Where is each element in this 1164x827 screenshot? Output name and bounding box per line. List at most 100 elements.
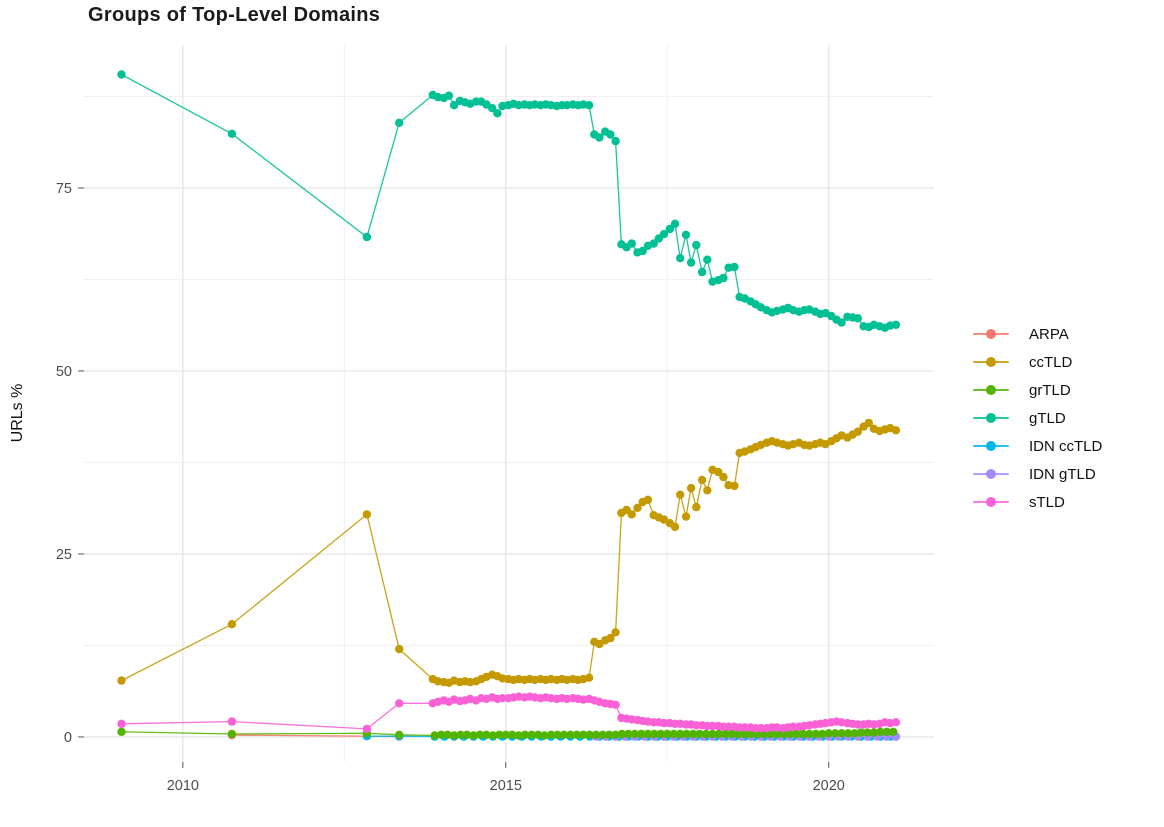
data-point (669, 729, 678, 739)
data-point (703, 486, 712, 495)
data-point (395, 699, 404, 708)
y-axis-tick-label: 75 (56, 181, 72, 197)
data-point (117, 719, 126, 728)
data-point (584, 673, 594, 682)
data-point (585, 730, 594, 739)
legend-key-icon (973, 436, 1009, 456)
y-axis-tick-label: 50 (56, 364, 72, 380)
data-point (701, 729, 711, 739)
data-point (611, 136, 620, 146)
data-point (595, 133, 604, 142)
data-point (730, 481, 739, 491)
legend-key-icon (973, 352, 1009, 372)
data-point (227, 129, 237, 138)
y-axis-tick-label: 25 (56, 547, 72, 563)
data-point (627, 510, 636, 519)
data-point (688, 729, 698, 739)
data-point (540, 731, 549, 740)
data-point (756, 724, 766, 733)
data-point (708, 721, 717, 731)
data-point (611, 730, 620, 739)
data-point (727, 729, 736, 739)
legend-label: ARPA (1029, 325, 1069, 343)
data-point (831, 729, 840, 738)
series-ccTLD (117, 418, 901, 687)
data-point (633, 503, 642, 512)
data-point (462, 730, 472, 739)
axes: 0 25 50 75 2010 2015 2020 (56, 181, 845, 794)
data-point (818, 729, 827, 739)
data-point (553, 730, 562, 739)
data-point (740, 729, 749, 739)
data-point (501, 730, 510, 739)
data-point (227, 620, 237, 629)
series-grTLD (117, 727, 898, 740)
series-sTLD (117, 692, 901, 734)
data-point (692, 721, 701, 730)
data-point (891, 426, 901, 435)
data-point (598, 730, 607, 739)
chart-title: Groups of Top-Level Domains (88, 4, 381, 26)
data-point (117, 727, 126, 736)
data-point (730, 262, 739, 272)
data-point (811, 729, 820, 739)
data-point (682, 729, 691, 739)
data-point (882, 727, 891, 736)
data-point (482, 730, 491, 739)
data-point (495, 730, 504, 739)
data-point (572, 730, 581, 739)
data-point (853, 427, 862, 436)
data-point (559, 730, 569, 739)
data-point (721, 729, 730, 739)
data-point (649, 239, 658, 248)
legend-label: IDN ccTLD (1029, 437, 1103, 455)
data-point (663, 729, 672, 739)
data-point (789, 722, 798, 731)
data-point (889, 727, 898, 736)
data-point (843, 729, 853, 738)
data-point (395, 730, 404, 739)
data-point (697, 475, 707, 485)
data-point (637, 729, 646, 739)
data-point (627, 239, 636, 248)
data-point (681, 512, 691, 521)
legend-item-stld: sTLD (973, 488, 1102, 516)
data-point (665, 224, 674, 234)
data-point (692, 502, 701, 512)
legend-item-gtld: gTLD (973, 404, 1102, 432)
x-axis-tick-label: 2015 (490, 778, 522, 794)
data-point (891, 320, 901, 329)
data-point (670, 219, 680, 228)
data-point (772, 729, 782, 739)
data-point (498, 694, 507, 703)
data-point (643, 729, 653, 739)
data-point (864, 418, 873, 428)
legend-key-icon (973, 408, 1009, 428)
data-point (514, 731, 523, 740)
data-point (449, 101, 459, 110)
data-point (656, 729, 665, 739)
data-point (695, 729, 704, 739)
data-point (824, 729, 833, 738)
data-point (449, 731, 459, 740)
legend-item-idn-cctld: IDN ccTLD (973, 432, 1102, 460)
data-point (395, 118, 404, 128)
data-point (708, 729, 717, 739)
legend-label: IDN gTLD (1029, 465, 1096, 483)
data-point (792, 729, 801, 739)
data-point (805, 729, 814, 739)
data-point (488, 104, 497, 113)
data-point (747, 729, 756, 739)
data-point (785, 729, 795, 739)
grid-minor (84, 45, 934, 762)
legend-item-grtld: grTLD (973, 376, 1102, 404)
data-point (681, 230, 691, 239)
legend-label: gTLD (1029, 409, 1066, 427)
legend-label: ccTLD (1029, 353, 1073, 371)
data-point (362, 510, 372, 519)
data-point (508, 730, 517, 739)
data-point (395, 644, 404, 654)
data-point (724, 722, 733, 731)
